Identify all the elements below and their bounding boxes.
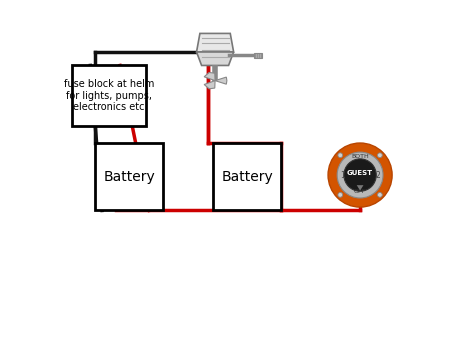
Text: BOTH: BOTH bbox=[351, 154, 369, 159]
Circle shape bbox=[328, 143, 392, 207]
Bar bbox=[254, 53, 262, 58]
Circle shape bbox=[377, 192, 382, 197]
Text: 1: 1 bbox=[340, 171, 345, 180]
Bar bbox=[213, 143, 281, 210]
Text: Battery: Battery bbox=[103, 170, 155, 184]
Bar bbox=[72, 66, 146, 126]
Polygon shape bbox=[215, 77, 227, 84]
Polygon shape bbox=[357, 185, 364, 191]
Text: GUEST: GUEST bbox=[347, 170, 373, 176]
Circle shape bbox=[338, 153, 343, 158]
Polygon shape bbox=[204, 81, 215, 89]
Text: OFF: OFF bbox=[354, 189, 366, 194]
Circle shape bbox=[337, 152, 383, 198]
Polygon shape bbox=[197, 33, 234, 52]
Circle shape bbox=[344, 159, 376, 191]
Circle shape bbox=[338, 192, 343, 197]
Text: fuse block at helm
for lights, pumps,
electronics etc: fuse block at helm for lights, pumps, el… bbox=[64, 79, 154, 113]
Bar bbox=[95, 143, 163, 210]
Polygon shape bbox=[204, 72, 215, 81]
Text: Battery: Battery bbox=[221, 170, 273, 184]
Text: 2: 2 bbox=[375, 171, 380, 180]
Circle shape bbox=[377, 153, 382, 158]
Polygon shape bbox=[197, 52, 234, 66]
